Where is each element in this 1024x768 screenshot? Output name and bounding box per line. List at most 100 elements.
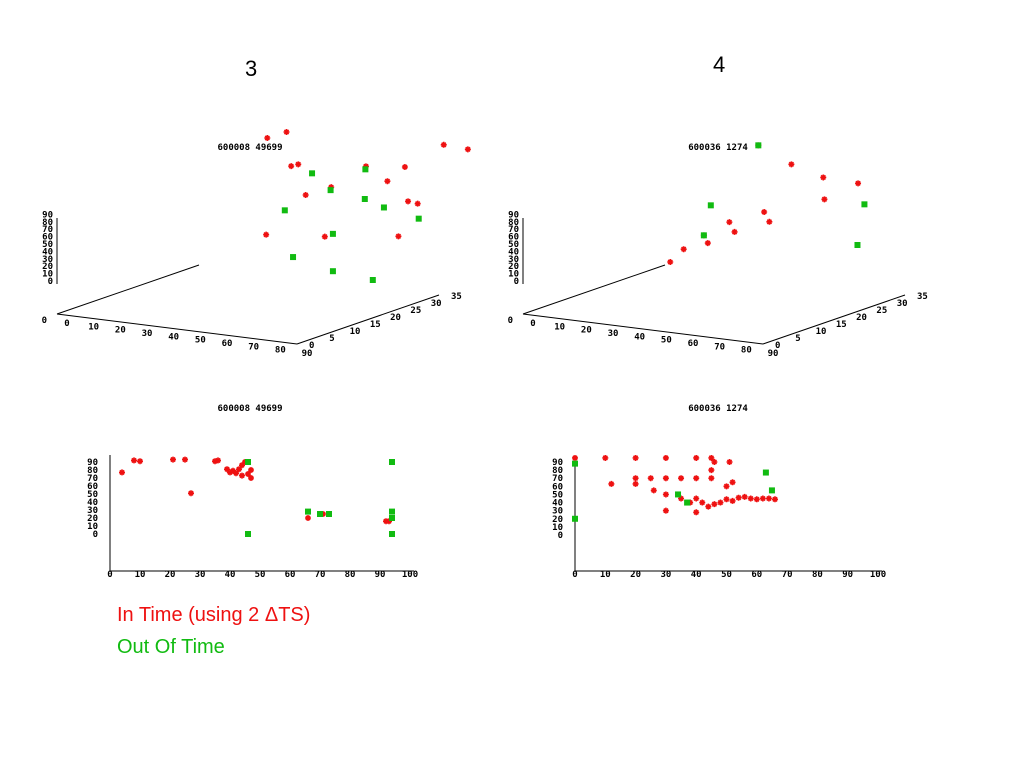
y-tick-label: 50: [87, 490, 98, 500]
data-point: [369, 277, 376, 283]
figure-label-right: 4: [713, 52, 726, 77]
series-out-of-time: [281, 166, 422, 283]
x-tick-label: 20: [165, 570, 176, 580]
data-point: [632, 480, 639, 487]
data-point: [182, 456, 188, 463]
data-point: [707, 202, 714, 209]
legend-in-time: In Time (using 2 ΔTS): [117, 604, 311, 626]
data-point: [290, 254, 297, 261]
data-point: [380, 204, 387, 211]
data-point: [762, 469, 769, 476]
data-point: [662, 475, 669, 482]
data-point: [717, 499, 724, 506]
data-point: [248, 467, 254, 473]
series-in-time: [119, 456, 392, 525]
x-tick-label: 0: [530, 319, 535, 329]
plot-title: 600036 1274: [688, 404, 748, 414]
y-tick-label: 5: [795, 334, 800, 344]
data-point: [708, 475, 715, 482]
z-tick-label: 0: [48, 277, 53, 287]
y-tick-label: 70: [552, 474, 563, 484]
y-tick-label: 35: [917, 292, 928, 302]
data-point: [747, 495, 754, 502]
y-axis-far-line: [762, 294, 906, 345]
y-tick-label: 15: [836, 320, 847, 330]
data-point: [362, 163, 369, 170]
x-axis-line: [522, 313, 764, 345]
data-point: [675, 491, 682, 498]
x-axis-line: [56, 313, 298, 345]
data-point: [389, 459, 395, 465]
data-point: [693, 475, 700, 482]
data-point: [788, 161, 795, 168]
data-point: [131, 457, 137, 464]
y-axis-line: [522, 264, 666, 315]
data-point: [572, 515, 578, 522]
data-point: [753, 496, 760, 503]
y-tick-label: 20: [856, 313, 867, 323]
x-tick-label: 30: [142, 329, 153, 339]
data-point: [248, 475, 254, 481]
x-tick-label: 60: [285, 570, 296, 580]
data-point: [711, 501, 718, 508]
y-tick-label: 90: [87, 458, 98, 468]
series-in-time: [667, 142, 862, 265]
data-point: [711, 459, 718, 465]
x-tick-label: 40: [691, 570, 702, 580]
y-tick-label: 70: [87, 474, 98, 484]
x-tick-label: 20: [630, 570, 641, 580]
x-tick-label: 70: [248, 342, 259, 352]
data-point: [650, 487, 657, 494]
data-point: [602, 454, 609, 461]
x-tick-label: 100: [402, 570, 418, 580]
x-tick-label: 30: [195, 570, 206, 580]
data-point: [263, 231, 270, 238]
x-tick-label: 80: [345, 570, 356, 580]
data-point: [765, 495, 772, 502]
z-tick-label: 10: [508, 270, 519, 280]
x-tick-label: 0: [107, 570, 112, 580]
y-tick-label: 10: [816, 327, 827, 337]
data-point: [699, 499, 706, 506]
z-tick-label: 30: [508, 255, 519, 265]
x-tick-label: 60: [222, 339, 233, 349]
series-out-of-time: [700, 142, 868, 248]
data-point: [705, 503, 712, 510]
data-point: [735, 494, 742, 501]
y-tick-label: 10: [350, 327, 361, 337]
data-point: [741, 493, 748, 500]
data-point: [704, 240, 711, 247]
z-tick-label: 60: [42, 233, 53, 243]
data-point: [572, 460, 578, 467]
y-tick-label: 0: [93, 530, 98, 540]
data-point: [305, 515, 311, 521]
x-tick-label: 10: [88, 322, 99, 332]
z-tick-label: 10: [42, 270, 53, 280]
data-point: [464, 146, 471, 153]
x-tick-label: 40: [225, 570, 236, 580]
x-tick-label: 70: [315, 570, 326, 580]
y-tick-label: 90: [552, 458, 563, 468]
data-point: [326, 511, 332, 517]
z-tick-label: 50: [42, 240, 53, 250]
data-point: [119, 469, 125, 476]
data-point: [768, 487, 775, 494]
data-point: [188, 490, 194, 497]
x-tick-label: 0: [64, 319, 69, 329]
y-tick-label: 30: [431, 299, 442, 309]
data-point: [309, 170, 316, 177]
figure-label-left: 3: [245, 56, 258, 81]
data-point: [329, 268, 336, 275]
data-point: [245, 471, 251, 477]
data-point: [854, 242, 861, 248]
data-point: [264, 135, 271, 141]
data-point: [328, 184, 335, 191]
y-tick-label: 60: [552, 482, 563, 492]
data-point: [667, 259, 674, 265]
data-point: [239, 462, 245, 469]
data-point: [414, 200, 421, 207]
data-point: [288, 163, 295, 170]
x-tick-label: 80: [275, 346, 286, 356]
y-tick-label: 20: [552, 515, 563, 525]
